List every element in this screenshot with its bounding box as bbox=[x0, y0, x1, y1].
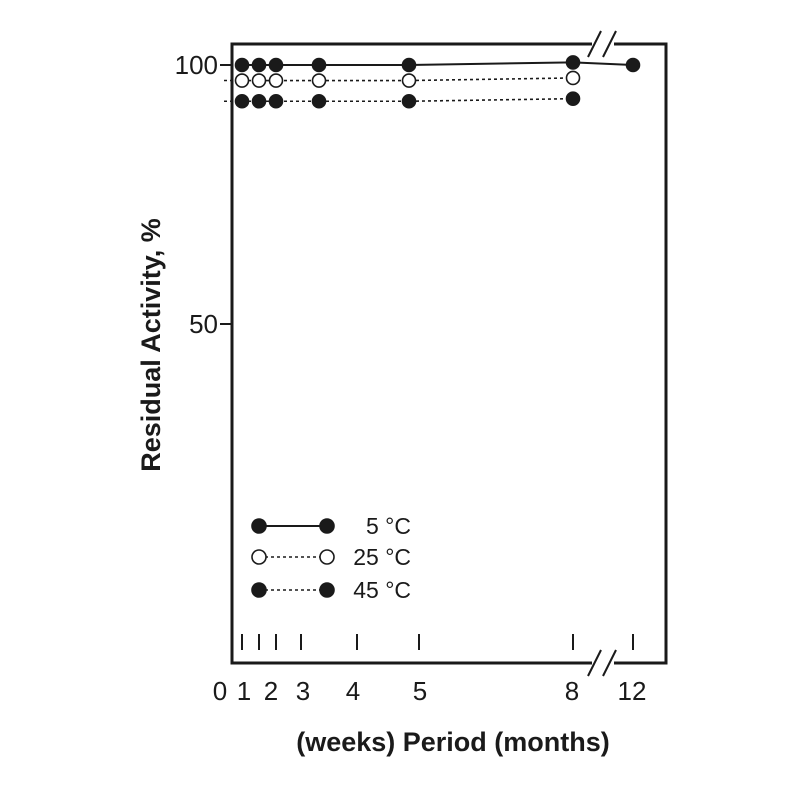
series-2 bbox=[224, 70, 581, 88]
data-point bbox=[565, 91, 581, 106]
series-3 bbox=[224, 91, 581, 109]
legend-marker bbox=[319, 582, 335, 598]
legend-marker bbox=[251, 549, 267, 565]
axis-break-mark bbox=[602, 649, 617, 677]
data-point bbox=[565, 70, 581, 86]
legend-label: 45 °C bbox=[353, 577, 411, 603]
y-tick-label: 50 bbox=[189, 309, 218, 339]
legend-marker bbox=[251, 582, 267, 598]
data-point bbox=[565, 55, 581, 70]
data-point bbox=[251, 73, 267, 88]
data-point bbox=[268, 73, 284, 88]
legend-marker bbox=[319, 549, 335, 565]
x-tick-label: 5 bbox=[413, 676, 427, 706]
data-point bbox=[311, 93, 327, 109]
data-point bbox=[234, 57, 250, 73]
legend-marker bbox=[319, 518, 335, 534]
x-tick-label: 3 bbox=[296, 676, 310, 706]
plot-frame bbox=[230, 42, 668, 665]
data-point bbox=[401, 93, 417, 109]
data-point bbox=[234, 93, 250, 109]
series-1 bbox=[234, 55, 641, 73]
legend-label: 25 °C bbox=[353, 544, 411, 570]
data-point bbox=[401, 57, 417, 73]
data-point bbox=[311, 73, 327, 88]
data-point bbox=[268, 57, 284, 73]
data-point bbox=[401, 73, 417, 88]
x-tick-label: 4 bbox=[346, 676, 360, 706]
data-point bbox=[268, 93, 284, 109]
x-tick-label: 0 bbox=[213, 676, 227, 706]
axis-break-mark bbox=[602, 30, 617, 58]
legend-label: 5 °C bbox=[366, 513, 411, 539]
x-tick-label: 8 bbox=[565, 676, 579, 706]
data-point bbox=[251, 93, 267, 109]
data-point bbox=[311, 57, 327, 73]
x-axis-label: (weeks) Period (months) bbox=[296, 727, 610, 757]
data-point bbox=[625, 57, 641, 73]
axis-break-mark bbox=[587, 30, 602, 58]
data-point bbox=[234, 73, 250, 88]
y-axis-label: Residual Activity, % bbox=[136, 218, 166, 472]
legend-marker bbox=[251, 518, 267, 534]
data-point bbox=[251, 57, 267, 73]
x-tick-label: 12 bbox=[618, 676, 647, 706]
x-tick-label: 1 bbox=[237, 676, 251, 706]
y-tick-label: 100 bbox=[175, 50, 218, 80]
x-tick-label: 2 bbox=[264, 676, 278, 706]
axis-break-mark bbox=[587, 649, 602, 677]
